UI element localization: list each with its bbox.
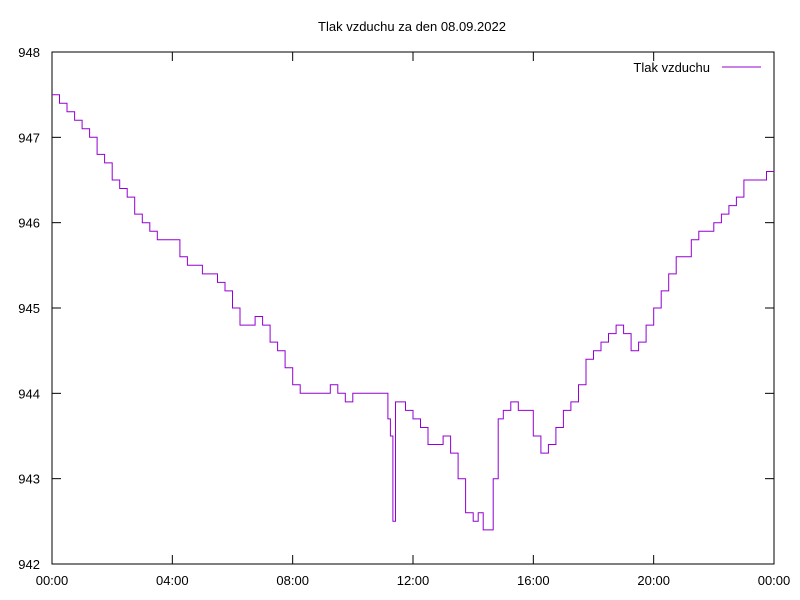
x-axis: 00:00 04:00 08:00 12:00 16:00 20:00 00:00 [36,52,791,588]
y-tick-label: 943 [18,472,40,487]
chart-title: Tlak vzduchu za den 08.09.2022 [318,19,506,34]
legend: Tlak vzduchu [633,60,761,75]
y-tick-label: 942 [18,557,40,572]
x-tick-label: 00:00 [36,573,69,588]
x-tick-label: 20:00 [637,573,670,588]
series-line-tlak-vzduchu [52,94,774,531]
x-tick-label: 16:00 [517,573,550,588]
y-tick-label: 946 [18,216,40,231]
y-tick-label: 944 [18,386,40,401]
y-tick-label: 948 [18,45,40,60]
x-tick-label: 04:00 [156,573,189,588]
y-tick-label: 945 [18,301,40,316]
plot-frame [51,51,775,565]
legend-label: Tlak vzduchu [633,60,710,75]
x-tick-label: 08:00 [276,573,309,588]
x-tick-label: 12:00 [397,573,430,588]
x-tick-label: 00:00 [758,573,791,588]
y-tick-label: 947 [18,130,40,145]
